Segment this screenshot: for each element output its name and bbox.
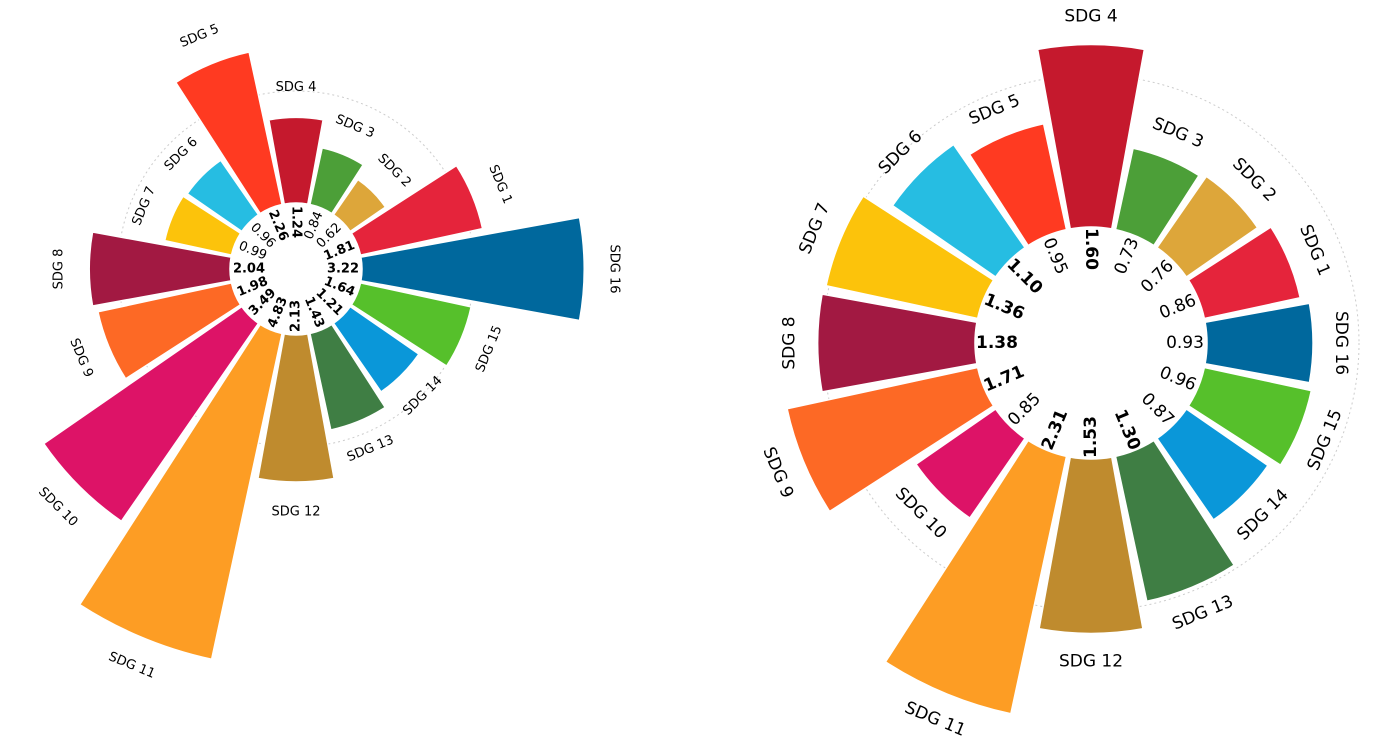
bar-sdg-2 xyxy=(1155,175,1259,279)
bar-sdg-10 xyxy=(42,305,260,523)
value-label-sdg-5: 0.95 xyxy=(1039,235,1072,278)
bar-sdg-9 xyxy=(97,282,242,380)
category-label-sdg-3: SDG 3 xyxy=(1150,114,1207,153)
bar-sdg-11 xyxy=(884,439,1068,715)
category-label-sdg-1: SDG 1 xyxy=(485,163,514,206)
category-label-sdg-8: SDG 8 xyxy=(780,316,800,369)
category-label-sdg-4: SDG 4 xyxy=(276,80,317,95)
bar-sdg-10 xyxy=(914,407,1027,520)
bar-sdg-4 xyxy=(268,116,324,205)
bar-sdg-2 xyxy=(332,178,387,233)
value-label-sdg-15: 0.96 xyxy=(1157,362,1200,395)
bar-sdg-3 xyxy=(309,146,365,215)
bar-sdg-7 xyxy=(163,195,242,256)
value-label-sdg-16: 3.22 xyxy=(327,262,359,277)
value-label-sdg-6: 1.10 xyxy=(1003,255,1047,299)
bar-sdg-14 xyxy=(1155,407,1269,521)
bar-sdg-9 xyxy=(786,366,995,513)
bar-sdg-1 xyxy=(350,164,484,256)
category-label-sdg-16: SDG 16 xyxy=(1331,311,1351,375)
bar-sdg-15 xyxy=(350,282,473,368)
category-label-sdg-2: SDG 2 xyxy=(374,151,413,190)
category-label-sdg-16: SDG 16 xyxy=(607,244,622,293)
bar-sdg-13 xyxy=(1114,439,1236,603)
bar-sdg-1 xyxy=(1187,226,1302,320)
category-label-sdg-2: SDG 2 xyxy=(1228,154,1280,206)
category-label-sdg-9: SDG 9 xyxy=(66,336,95,379)
value-label-sdg-12: 1.53 xyxy=(1081,416,1101,458)
bar-sdg-5 xyxy=(174,51,283,215)
bar-sdg-11 xyxy=(78,323,283,661)
polar-chart-right: 0.86 SDG 1 0.76 SDG 2 0.73 SDG 3 1.60 SDG 4 0.95… xyxy=(758,7,1360,741)
value-label-sdg-8: 1.38 xyxy=(976,333,1018,353)
value-label-sdg-8: 2.04 xyxy=(233,262,265,277)
bar-sdg-15 xyxy=(1187,366,1313,467)
bar-sdg-8 xyxy=(88,231,232,307)
category-label-sdg-5: SDG 5 xyxy=(178,22,221,51)
category-label-sdg-12: SDG 12 xyxy=(1059,651,1123,671)
category-label-sdg-13: SDG 13 xyxy=(1169,591,1236,634)
category-label-sdg-8: SDG 8 xyxy=(52,249,67,290)
value-label-sdg-16: 0.93 xyxy=(1166,333,1204,353)
category-label-sdg-14: SDG 14 xyxy=(400,373,445,418)
bar-sdg-16 xyxy=(360,216,585,322)
bar-sdg-14 xyxy=(332,305,420,393)
bar-sdg-3 xyxy=(1114,147,1200,247)
category-label-sdg-6: SDG 6 xyxy=(162,135,201,174)
bar-sdg-12 xyxy=(257,333,335,483)
bar-sdg-7 xyxy=(825,195,995,320)
bar-sdg-8 xyxy=(816,293,978,393)
category-label-sdg-9: SDG 9 xyxy=(758,444,797,501)
category-label-sdg-7: SDG 7 xyxy=(129,184,158,227)
category-label-sdg-11: SDG 11 xyxy=(902,698,969,741)
category-label-sdg-11: SDG 11 xyxy=(106,649,157,682)
value-label-sdg-4: 1.24 xyxy=(289,206,304,238)
bar-sdg-6 xyxy=(186,159,260,233)
bar-sdg-5 xyxy=(968,122,1068,247)
value-label-sdg-7: 1.36 xyxy=(981,290,1027,325)
category-label-sdg-12: SDG 12 xyxy=(271,504,320,519)
bar-sdg-12 xyxy=(1038,456,1144,635)
category-label-sdg-7: SDG 7 xyxy=(795,200,834,257)
value-label-sdg-10: 0.85 xyxy=(1004,389,1045,430)
category-label-sdg-4: SDG 4 xyxy=(1064,7,1117,27)
value-label-sdg-1: 0.86 xyxy=(1157,291,1200,324)
category-label-sdg-1: SDG 1 xyxy=(1295,222,1334,279)
category-label-sdg-15: SDG 15 xyxy=(473,324,506,375)
bar-sdg-4 xyxy=(1036,43,1146,230)
value-label-sdg-13: 1.30 xyxy=(1110,407,1145,454)
category-label-sdg-3: SDG 3 xyxy=(333,112,376,141)
value-label-sdg-12: 2.13 xyxy=(289,300,304,332)
category-label-sdg-15: SDG 15 xyxy=(1304,407,1347,474)
value-label-sdg-4: 1.60 xyxy=(1081,228,1101,270)
value-label-sdg-11: 2.31 xyxy=(1038,407,1073,453)
value-label-sdg-2: 0.76 xyxy=(1137,256,1178,297)
bar-sdg-6 xyxy=(891,143,1027,279)
bar-sdg-16 xyxy=(1204,302,1314,384)
value-label-sdg-9: 1.71 xyxy=(981,362,1027,397)
category-label-sdg-10: SDG 10 xyxy=(35,485,80,530)
category-label-sdg-6: SDG 6 xyxy=(875,127,927,179)
bar-sdg-13 xyxy=(309,323,387,431)
value-label-sdg-14: 0.87 xyxy=(1137,389,1178,430)
value-label-sdg-3: 0.73 xyxy=(1110,235,1143,278)
category-label-sdg-5: SDG 5 xyxy=(966,90,1023,129)
